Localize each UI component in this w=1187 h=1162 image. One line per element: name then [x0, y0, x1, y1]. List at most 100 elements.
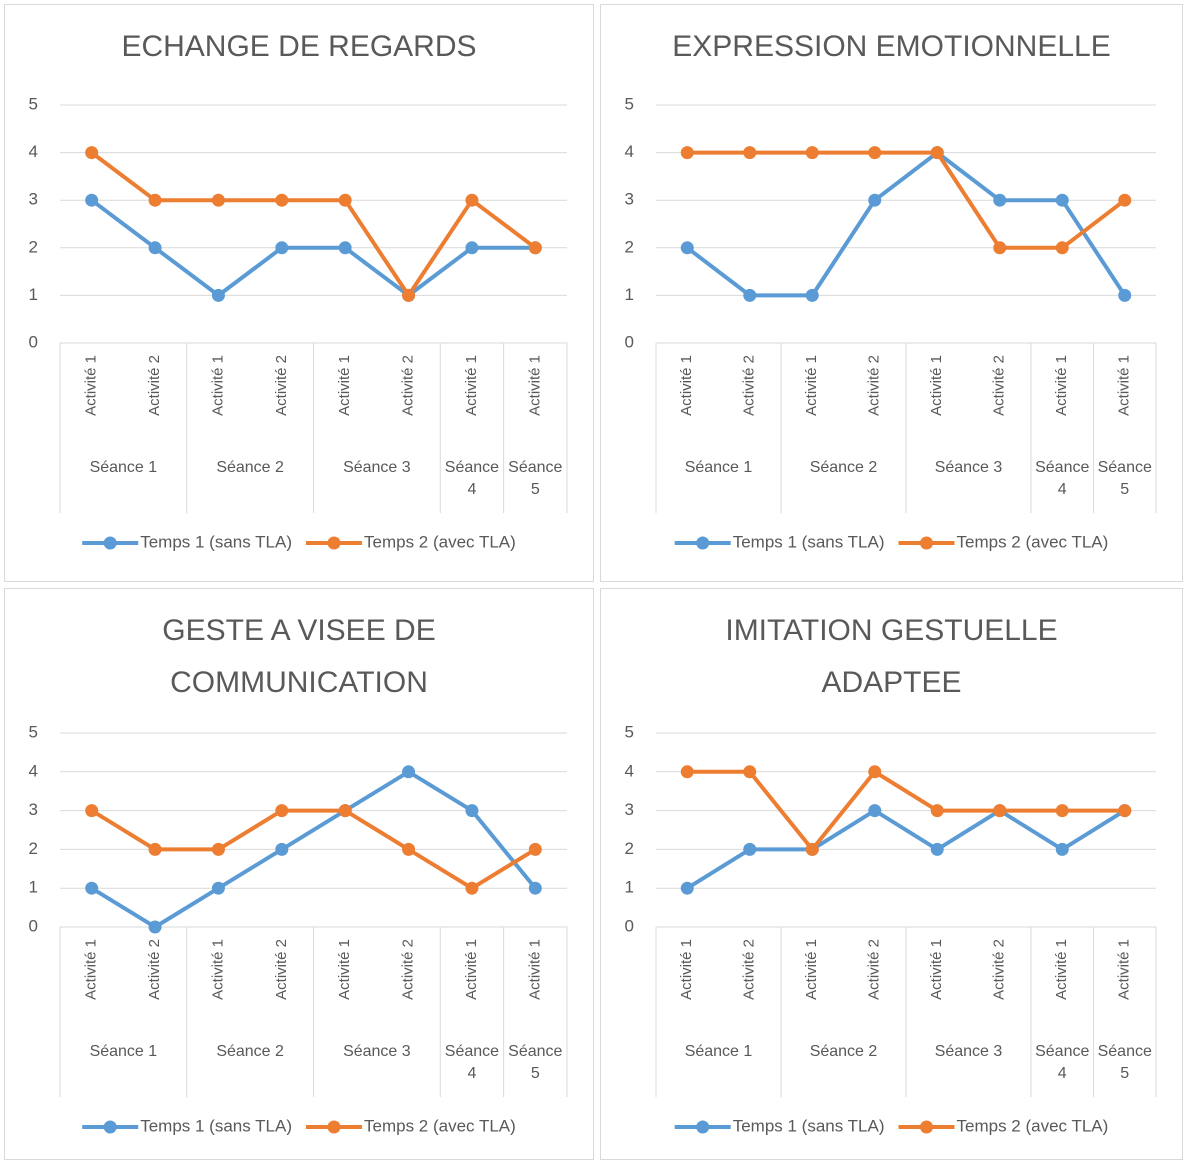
- point: [680, 241, 694, 255]
- point: [1118, 804, 1132, 818]
- point: [211, 288, 225, 302]
- point: [743, 146, 757, 160]
- point: [148, 842, 162, 856]
- group-label: Séance 4: [1035, 459, 1089, 498]
- x-tick-label: Activité 1: [1053, 355, 1070, 416]
- x-tick-label: Activité 1: [336, 355, 353, 416]
- group-label: Séance 2: [216, 1043, 284, 1060]
- group-label: Séance 1: [90, 1043, 158, 1060]
- x-tick-label: Activité 2: [741, 939, 758, 1000]
- group-label: Séance 3: [935, 1043, 1003, 1060]
- x-tick-label: Activité 1: [678, 355, 695, 416]
- x-tick-label: Activité 1: [803, 355, 820, 416]
- x-tick-label: Activité 1: [678, 939, 695, 1000]
- legend-label: Temps 1 (sans TLA): [733, 1116, 885, 1135]
- chart-title: IMITATION GESTUELLE ADAPTEE: [725, 614, 1057, 699]
- group-label: Séance 4: [445, 459, 499, 498]
- point: [743, 842, 757, 856]
- legend-label: Temps 2 (avec TLA): [364, 1116, 516, 1135]
- x-tick-label: Activité 1: [463, 355, 480, 416]
- group-label: Séance 4: [445, 1043, 499, 1082]
- y-tick-label: 4: [29, 761, 38, 780]
- y-tick-label: 3: [625, 800, 634, 819]
- y-tick-label: 4: [29, 142, 38, 161]
- legend: Temps 1 (sans TLA) Temps 2 (avec TLA): [82, 532, 516, 551]
- point: [930, 146, 944, 160]
- x-tick-label: Activité 1: [463, 939, 480, 1000]
- point: [275, 842, 289, 856]
- y-tick-label: 1: [625, 285, 634, 304]
- point: [528, 881, 542, 895]
- x-tick-label: Activité 2: [866, 939, 883, 1000]
- point: [868, 804, 882, 818]
- x-tick-label: Activité 2: [400, 939, 417, 1000]
- point: [148, 920, 162, 934]
- series-line: [686, 150, 1127, 298]
- x-tick-label: Activité 1: [928, 355, 945, 416]
- y-tick-label: 2: [625, 237, 634, 256]
- chart-title: ECHANGE DE REGARDS: [121, 30, 476, 63]
- series-line: [90, 769, 537, 929]
- series-line: [90, 151, 537, 298]
- y-tick-label: 5: [625, 94, 634, 113]
- legend-label: Temps 2 (avec TLA): [957, 532, 1109, 551]
- y-tick-label: 0: [29, 332, 38, 351]
- y-tick-label: 3: [29, 800, 38, 819]
- legend-label: Temps 1 (sans TLA): [140, 1116, 292, 1135]
- group-label: Séance 1: [685, 1043, 753, 1060]
- y-tick-label: 5: [29, 94, 38, 113]
- x-tick-label: Activité 2: [741, 355, 758, 416]
- point: [1055, 193, 1069, 207]
- chart-title: EXPRESSION EMOTIONNELLE: [672, 30, 1110, 63]
- chart-panel: ECHANGE DE REGARDS 0 1 2 3 4 5 Activité 1 Activi…: [4, 4, 594, 582]
- point: [930, 842, 944, 856]
- y-tick-label: 0: [29, 916, 38, 935]
- group-label: Séance 5: [508, 459, 562, 498]
- point: [868, 765, 882, 779]
- point: [993, 193, 1007, 207]
- point: [85, 146, 99, 160]
- point: [465, 241, 479, 255]
- legend-marker: [696, 536, 710, 550]
- point: [930, 804, 944, 818]
- series-line: [90, 808, 537, 891]
- x-tick-label: Activité 2: [866, 355, 883, 416]
- group-label: Séance 5: [1098, 459, 1152, 498]
- group-label: Séance 2: [810, 1043, 878, 1060]
- point: [528, 241, 542, 255]
- point: [868, 146, 882, 160]
- y-tick-label: 5: [29, 722, 38, 741]
- point: [211, 881, 225, 895]
- point: [805, 842, 819, 856]
- legend-label: Temps 2 (avec TLA): [957, 1116, 1109, 1135]
- point: [1118, 288, 1132, 302]
- point: [465, 804, 479, 818]
- panel-frame: [4, 4, 594, 582]
- x-tick-label: Activité 2: [400, 355, 417, 416]
- x-tick-label: Activité 1: [209, 355, 226, 416]
- panel-frame: [600, 588, 1183, 1160]
- point: [993, 241, 1007, 255]
- point: [868, 193, 882, 207]
- point: [211, 842, 225, 856]
- group-label: Séance 1: [685, 459, 753, 476]
- y-tick-label: 4: [625, 761, 634, 780]
- point: [275, 241, 289, 255]
- series-line: [687, 150, 1126, 250]
- chart-panel: GESTE A VISEE DE COMMUNICATION 0 1 2 3 4 5 Activ…: [4, 588, 594, 1160]
- point: [148, 193, 162, 207]
- point: [1055, 842, 1069, 856]
- panel-frame: [600, 4, 1183, 582]
- group-label: Séance 2: [810, 459, 878, 476]
- point: [402, 842, 416, 856]
- point: [402, 288, 416, 302]
- x-tick-label: Activité 1: [803, 939, 820, 1000]
- chart-title: GESTE A VISEE DE COMMUNICATION: [162, 614, 435, 699]
- group-label: Séance 3: [935, 459, 1003, 476]
- point: [148, 241, 162, 255]
- y-tick-label: 1: [29, 878, 38, 897]
- y-tick-label: 1: [29, 285, 38, 304]
- y-tick-label: 0: [625, 916, 634, 935]
- legend-marker: [103, 536, 117, 550]
- x-tick-label: Activité 1: [209, 939, 226, 1000]
